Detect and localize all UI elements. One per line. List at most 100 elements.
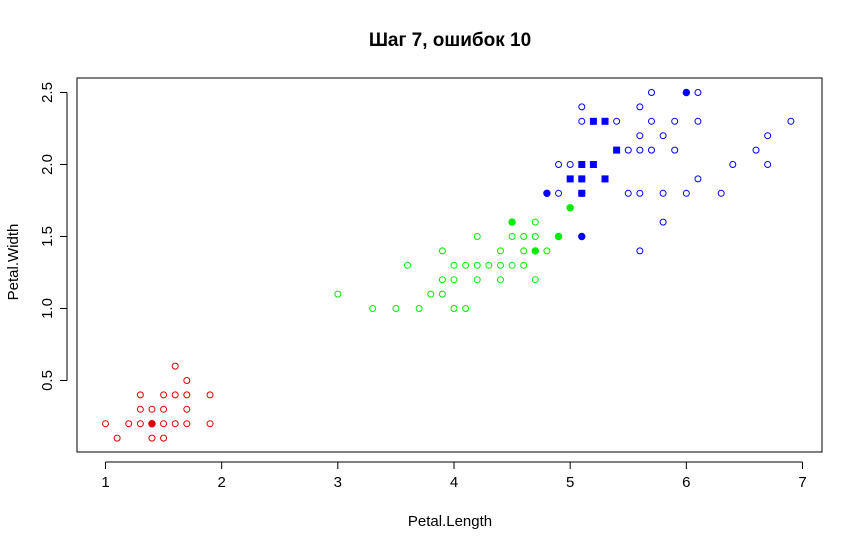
data-point <box>589 161 597 168</box>
data-point <box>520 247 528 255</box>
data-point <box>171 362 179 370</box>
x-tick-label: 6 <box>682 474 690 491</box>
data-point <box>566 204 574 212</box>
data-point <box>671 117 679 125</box>
data-point <box>450 261 458 269</box>
data-point <box>694 89 702 96</box>
data-point <box>438 247 446 255</box>
y-axis-label: Petal.Width <box>5 224 22 301</box>
data-point <box>136 405 144 413</box>
data-point <box>473 233 481 240</box>
data-point <box>427 290 435 298</box>
data-point <box>613 146 621 154</box>
data-point <box>520 261 528 269</box>
data-point <box>752 146 760 154</box>
data-point <box>334 290 342 298</box>
data-point <box>462 305 470 312</box>
y-tick-label: 2.0 <box>39 154 56 175</box>
data-point <box>578 175 586 183</box>
y-tick-label: 0.5 <box>39 370 56 391</box>
y-tick-label: 1.5 <box>39 226 56 247</box>
data-point <box>206 391 214 399</box>
data-point <box>438 276 446 284</box>
data-point <box>636 132 644 140</box>
data-point <box>183 420 191 428</box>
data-point <box>148 420 156 428</box>
data-point <box>601 117 609 125</box>
data-point <box>508 218 516 226</box>
data-point <box>392 305 400 312</box>
data-point <box>613 117 621 125</box>
data-point <box>136 391 144 399</box>
data-point <box>450 276 458 284</box>
data-point <box>589 117 597 125</box>
data-point <box>554 232 563 241</box>
data-point <box>543 247 551 255</box>
data-point <box>473 261 481 269</box>
data-point <box>578 161 586 168</box>
x-tick-label: 2 <box>217 474 225 491</box>
data-point <box>566 161 574 168</box>
data-point <box>171 420 179 428</box>
data-point <box>636 247 644 255</box>
data-point <box>125 420 133 428</box>
data-point <box>578 103 586 111</box>
data-point <box>496 247 504 255</box>
data-point <box>102 420 109 428</box>
data-point <box>148 434 156 442</box>
data-point <box>566 175 574 183</box>
data-point <box>543 189 551 198</box>
y-tick-label: 1.0 <box>39 298 56 319</box>
data-point <box>671 146 679 154</box>
data-point <box>764 161 772 168</box>
data-point <box>485 261 493 269</box>
data-point <box>183 391 191 399</box>
plot-area-border <box>76 77 823 453</box>
data-point <box>578 232 586 241</box>
data-point <box>659 132 667 140</box>
data-point <box>694 117 702 125</box>
data-point <box>647 117 655 125</box>
data-point <box>578 117 586 125</box>
data-point <box>171 391 179 399</box>
data-point <box>659 189 667 197</box>
data-point <box>682 88 691 97</box>
data-point <box>531 218 539 226</box>
x-tick-label: 5 <box>566 474 574 491</box>
y-axis: 0.5 1.0 1.5 2.0 2.5 <box>39 82 68 391</box>
data-point <box>160 434 168 442</box>
data-point <box>531 276 539 284</box>
data-point <box>682 189 690 197</box>
data-point <box>764 132 772 140</box>
data-point <box>555 161 563 168</box>
data-point <box>160 391 168 399</box>
data-point <box>496 261 504 269</box>
data-point <box>636 189 644 197</box>
x-tick-label: 7 <box>798 474 806 491</box>
data-point <box>160 405 168 413</box>
x-axis-label: Petal.Length <box>408 513 492 530</box>
data-point <box>624 189 632 197</box>
data-point <box>717 189 725 197</box>
data-point <box>508 233 516 240</box>
data-point <box>601 175 609 183</box>
data-point <box>578 189 586 197</box>
data-point <box>438 290 446 298</box>
x-tick-label: 3 <box>334 474 342 491</box>
data-point <box>496 276 504 284</box>
chart-title: Шаг 7, ошибок 10 <box>369 30 531 51</box>
data-point <box>113 434 121 442</box>
data-points <box>102 88 795 442</box>
y-tick-label: 2.5 <box>39 82 56 103</box>
data-point <box>404 261 412 269</box>
data-point <box>729 161 737 168</box>
data-point <box>160 420 168 428</box>
data-point <box>531 233 539 240</box>
data-point <box>450 305 458 312</box>
x-axis: 1 2 3 4 5 6 7 <box>101 461 807 491</box>
data-point <box>659 218 667 226</box>
data-point <box>531 247 540 255</box>
data-point <box>508 261 516 269</box>
data-point <box>647 89 655 96</box>
